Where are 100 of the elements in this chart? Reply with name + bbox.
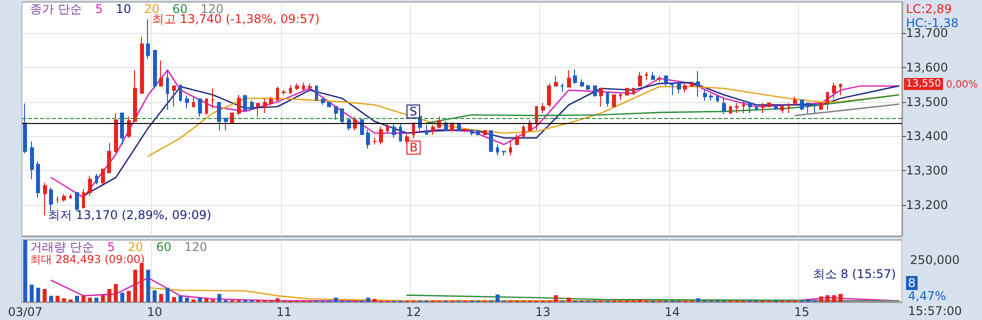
bar xyxy=(204,298,208,302)
bar xyxy=(100,295,105,302)
candlestick xyxy=(470,128,474,136)
candlestick xyxy=(638,71,642,86)
bar xyxy=(198,298,202,302)
candlestick xyxy=(606,92,609,108)
candlestick xyxy=(366,129,370,150)
candlestick xyxy=(787,102,791,114)
candlestick xyxy=(774,104,778,111)
candlestick xyxy=(651,71,655,81)
candlestick xyxy=(353,116,357,131)
candlestick xyxy=(716,95,719,103)
candlestick xyxy=(793,96,797,106)
bar xyxy=(172,297,176,302)
text: LC:2,89 xyxy=(906,2,952,16)
candlestick xyxy=(256,103,260,118)
candlestick xyxy=(237,94,241,116)
candlestick xyxy=(619,92,622,101)
candlestick xyxy=(205,98,208,116)
candlestick xyxy=(321,98,325,106)
candlestick xyxy=(509,140,512,156)
bar xyxy=(140,262,144,302)
candlestick xyxy=(593,85,597,98)
bar xyxy=(107,288,112,302)
text: 0,00% xyxy=(946,80,978,90)
candlestick xyxy=(360,119,364,135)
candlestick xyxy=(612,94,616,108)
candlestick xyxy=(535,106,538,131)
text: 10 xyxy=(116,2,132,16)
x-tick-label: 03/07 xyxy=(8,305,43,319)
candlestick xyxy=(243,95,247,111)
bar xyxy=(36,288,40,302)
candlestick xyxy=(392,124,396,138)
candlestick xyxy=(813,104,817,114)
candlestick xyxy=(670,83,674,96)
candlestick xyxy=(88,175,92,196)
candlestick xyxy=(166,70,169,111)
text: 15:57:00 xyxy=(908,304,962,318)
candlestick xyxy=(217,102,221,131)
annotation: 최저 13,170 (2,89%, 09:09) xyxy=(48,208,212,222)
annotation: 최대 284,493 (09:00) xyxy=(30,253,145,266)
bar xyxy=(276,298,280,302)
candlestick xyxy=(806,102,810,114)
candlestick xyxy=(431,124,435,136)
candlestick xyxy=(664,75,668,86)
y-tick-label: 13,300 xyxy=(906,164,948,178)
bar xyxy=(366,298,370,302)
candlestick xyxy=(496,144,499,156)
candlestick xyxy=(386,122,389,134)
candlestick xyxy=(302,82,305,92)
bar xyxy=(126,290,131,302)
candlestick xyxy=(632,88,635,96)
bar xyxy=(696,298,700,302)
candlestick xyxy=(645,71,648,81)
candlestick xyxy=(690,81,694,88)
annotation: 최소 8 (15:57) xyxy=(812,267,896,281)
text: 20 xyxy=(128,240,144,254)
candlestick xyxy=(327,101,331,108)
annotation: S xyxy=(409,104,418,118)
bar xyxy=(217,294,222,302)
candlestick xyxy=(334,106,338,120)
candlestick xyxy=(101,168,105,185)
candlestick xyxy=(276,86,279,101)
candlestick xyxy=(23,103,27,154)
candlestick xyxy=(146,18,150,60)
candlestick xyxy=(696,70,700,98)
text: 13,550 xyxy=(906,78,941,90)
bar xyxy=(159,294,164,302)
y-tick-label: 13,500 xyxy=(906,94,948,109)
candlestick xyxy=(554,75,558,86)
bar xyxy=(334,298,338,302)
candlestick xyxy=(780,106,784,114)
bar xyxy=(838,294,843,302)
bar xyxy=(42,288,47,302)
bar xyxy=(120,292,124,302)
candlestick xyxy=(657,75,661,82)
annotation: B xyxy=(409,140,418,155)
x-tick-label: 15 xyxy=(794,305,810,319)
bar xyxy=(23,240,28,302)
candlestick xyxy=(767,102,771,108)
candlestick xyxy=(95,174,98,185)
bar xyxy=(826,295,830,302)
text: 5 xyxy=(95,2,103,16)
x-tick-label: 11 xyxy=(276,305,292,319)
candlestick xyxy=(515,134,519,145)
candlestick xyxy=(722,97,726,115)
x-tick-label: 10 xyxy=(147,305,162,319)
bar xyxy=(75,296,79,302)
bar xyxy=(94,298,98,302)
text: 5 xyxy=(107,240,115,254)
candlestick xyxy=(133,70,137,122)
legend-title: 종가 단순 xyxy=(30,2,82,16)
candlestick xyxy=(43,182,47,216)
x-tick-label: 13 xyxy=(535,305,551,319)
candlestick xyxy=(573,68,577,84)
bar xyxy=(372,298,377,302)
candlestick xyxy=(800,100,804,111)
candlestick xyxy=(586,84,590,91)
candlestick xyxy=(224,118,228,131)
candlestick xyxy=(541,102,545,114)
